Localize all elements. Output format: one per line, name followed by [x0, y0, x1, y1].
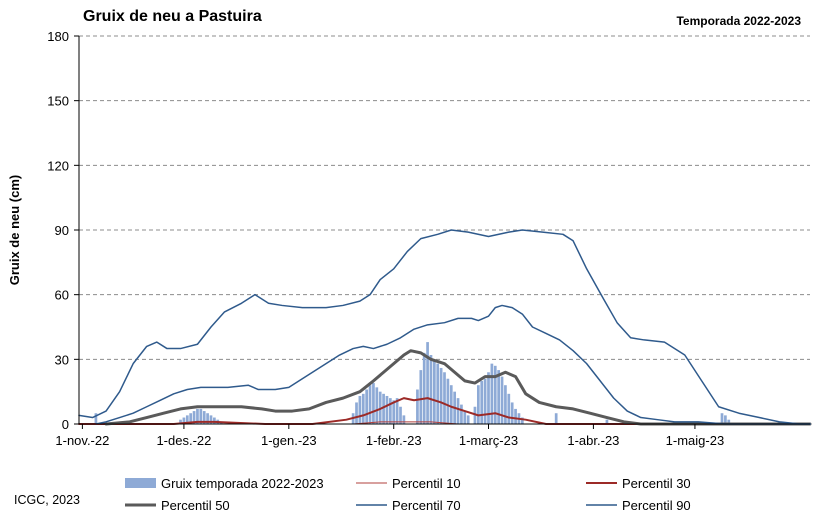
snow-depth-bar [206, 413, 209, 424]
snow-depth-bar [372, 383, 375, 424]
snow-depth-bar [382, 393, 385, 424]
percentile-line-30 [78, 397, 811, 425]
snow-depth-bar [476, 385, 480, 424]
snow-depth-bar [189, 413, 193, 424]
snow-depth-bar [185, 415, 189, 424]
legend-label: Percentil 50 [161, 498, 230, 513]
snow-depth-bar [213, 417, 216, 424]
snow-depth-bar [480, 380, 484, 424]
legend-label: Percentil 30 [622, 476, 691, 491]
percentile-line-50 [104, 349, 812, 426]
snow-depth-bar [490, 363, 494, 424]
x-tick-label: 1-gen.-23 [261, 433, 317, 448]
legend-swatch-bar [125, 478, 156, 488]
y-tick-label: 90 [55, 223, 69, 238]
snow-depth-bar [402, 415, 406, 424]
snow-depth-bar [449, 385, 453, 424]
snow-depth-bar [388, 398, 392, 424]
snow-depth-bar [355, 402, 358, 424]
snow-depth-bar [487, 372, 490, 424]
snow-depth-bar [202, 411, 206, 424]
legend-label: Percentil 70 [392, 498, 461, 513]
snow-depth-bar [179, 419, 182, 424]
snow-depth-bar [358, 395, 362, 424]
y-tick-label: 0 [62, 417, 69, 432]
x-tick-label: 1-maig-23 [666, 433, 725, 448]
snow-depth-bar [385, 395, 389, 424]
snow-depth-bar [436, 363, 440, 424]
x-tick-label: 1-abr.-23 [567, 433, 619, 448]
snow-depth-bar [554, 413, 558, 424]
legend-label: Percentil 90 [622, 498, 691, 513]
snow-depth-bar [422, 352, 426, 424]
x-tick-label: 1-març-23 [459, 433, 518, 448]
snow-depth-bar [416, 389, 419, 424]
credit-label: ICGC, 2023 [14, 493, 81, 507]
snow-depth-bar [395, 398, 399, 424]
snow-depth-bar [727, 419, 731, 424]
snow-depth-bar [493, 365, 497, 424]
snow-depth-bar [500, 376, 504, 424]
snow-depth-bar [439, 367, 443, 424]
snow-depth-bar [182, 417, 186, 424]
snow-depth-bar [209, 415, 213, 424]
season-label: Temporada 2022-2023 [676, 14, 801, 28]
snow-depth-bar [497, 370, 501, 424]
snow-depth-bar [460, 404, 463, 424]
snow-depth-bar [483, 378, 487, 424]
snow-depth-bar [361, 393, 365, 424]
chart-title: Gruix de neu a Pastuira [83, 8, 262, 25]
legend: Gruix temporada 2022-2023 Percentil 10 Per… [125, 476, 691, 513]
snow-depth-bar [720, 413, 724, 424]
snow-depth-bar [514, 408, 517, 424]
percentile-line-70 [95, 304, 811, 425]
percentile-line-90 [78, 229, 811, 425]
grid-lines [79, 35, 810, 360]
y-tick-label: 120 [47, 158, 69, 173]
snow-depth-bar [507, 393, 511, 424]
snow-depth-bar [392, 400, 396, 424]
snow-depth-bar [463, 411, 467, 424]
snow-depth-bar [368, 385, 372, 424]
snow-depth-bar [426, 342, 429, 424]
snow-depth-bar [196, 408, 199, 424]
snow-depth-bar [432, 361, 436, 424]
y-tick-label: 60 [55, 288, 69, 303]
legend-label: Percentil 10 [392, 476, 461, 491]
snow-depth-bar [510, 402, 514, 424]
y-axis-label: Gruix de neu (cm) [7, 175, 22, 286]
snow-depth-bar [399, 406, 402, 424]
legend-label: Gruix temporada 2022-2023 [161, 476, 324, 491]
snow-depth-bar [520, 417, 524, 424]
snow-depth-bar [365, 389, 369, 424]
y-tick-label: 150 [47, 94, 69, 109]
bar-series [94, 342, 731, 424]
x-tick-label: 1-des.-22 [156, 433, 211, 448]
x-tick-label: 1-nov.-22 [55, 433, 109, 448]
snow-depth-bar [443, 372, 446, 424]
snow-depth-bar [419, 370, 423, 424]
snow-depth-bar [429, 355, 433, 424]
snow-depth-bar [473, 406, 477, 424]
snow-depth-bar [94, 413, 98, 424]
axes: 0 30 60 90 120 150 180 1-nov.-22 1-des.-22 1-gen.… [47, 29, 810, 448]
x-tick-label: 1-febr.-23 [366, 433, 422, 448]
snow-depth-bar [199, 408, 203, 424]
snow-depth-bar [466, 415, 470, 424]
snow-depth-bar [504, 385, 507, 424]
snow-depth-bar [375, 387, 379, 424]
y-tick-label: 180 [47, 29, 69, 44]
y-tick-label: 30 [55, 352, 69, 367]
snow-depth-bar [446, 378, 450, 424]
snow-depth-bar [605, 419, 609, 424]
snow-depth-bar [456, 398, 460, 424]
snow-depth-bar [724, 415, 727, 424]
snow-depth-bar [192, 411, 196, 424]
